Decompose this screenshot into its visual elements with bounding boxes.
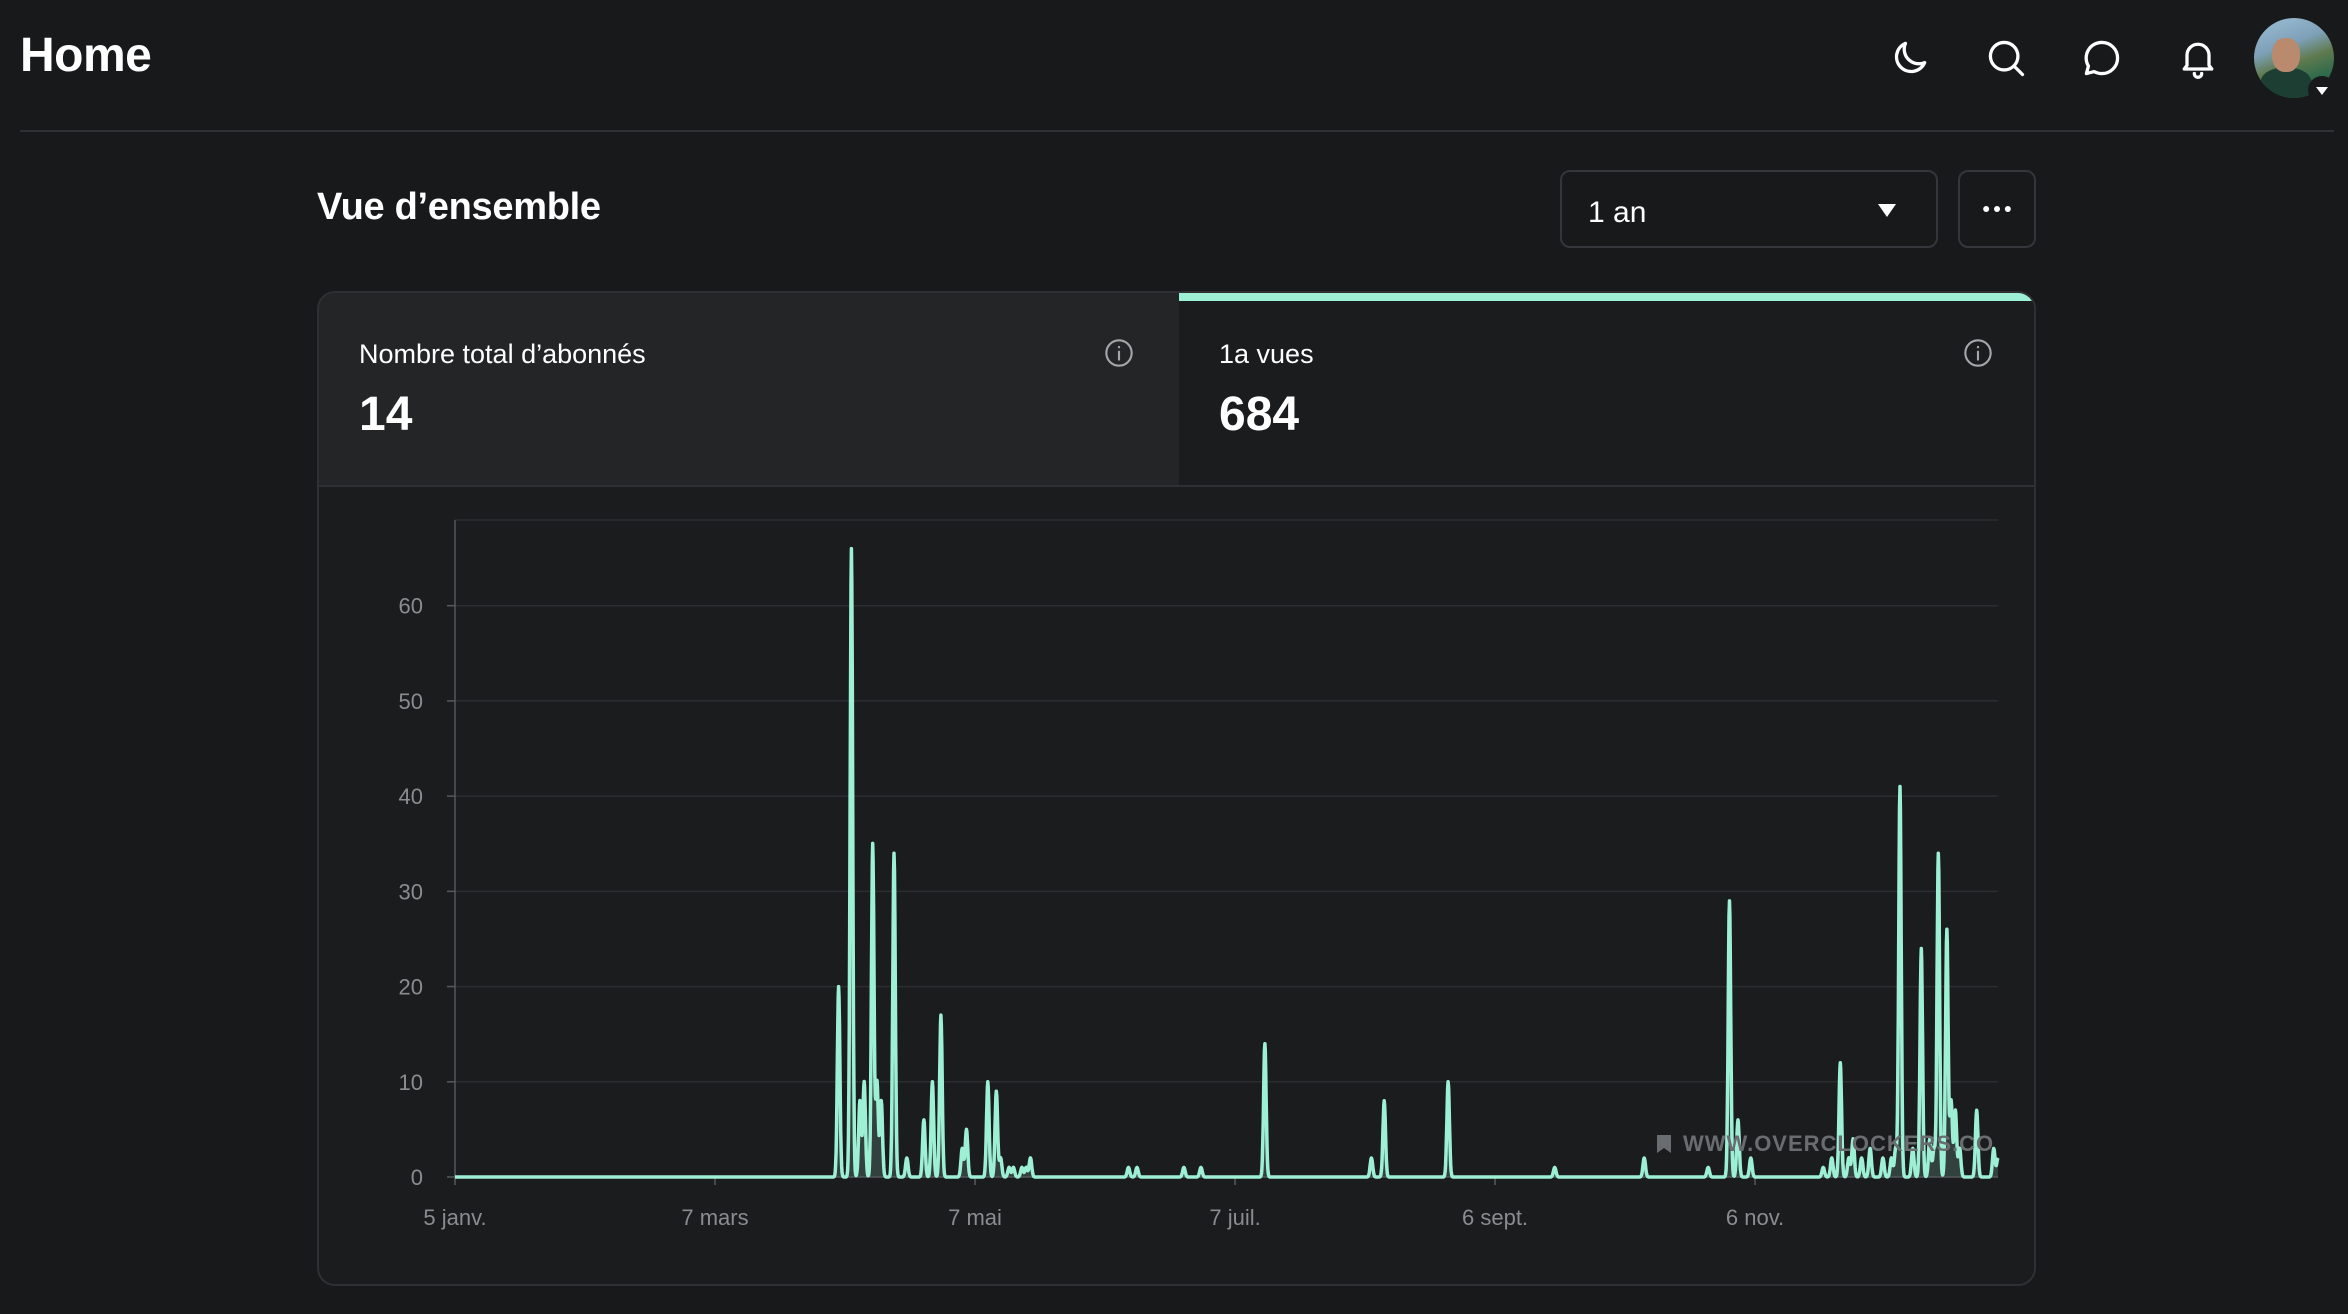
y-tick-label: 10 bbox=[399, 1070, 423, 1095]
data-point bbox=[1936, 851, 1940, 855]
x-tick-label: 7 juil. bbox=[1209, 1205, 1260, 1230]
data-point bbox=[1263, 1042, 1267, 1046]
data-point bbox=[1975, 1108, 1979, 1112]
y-tick-label: 50 bbox=[399, 689, 423, 714]
caret-down-icon bbox=[1878, 204, 1896, 217]
data-point bbox=[1182, 1165, 1186, 1169]
x-tick-label: 6 sept. bbox=[1462, 1205, 1528, 1230]
data-point bbox=[837, 985, 841, 989]
data-point bbox=[849, 547, 853, 551]
data-point bbox=[1642, 1156, 1646, 1160]
tab-views[interactable]: 1a vues 684 bbox=[1179, 293, 2034, 485]
data-point bbox=[905, 1156, 909, 1160]
data-point bbox=[964, 1127, 968, 1131]
data-point bbox=[939, 1013, 943, 1017]
y-tick-label: 60 bbox=[399, 594, 423, 619]
bell-icon[interactable] bbox=[2176, 36, 2220, 80]
more-options-button[interactable] bbox=[1958, 170, 2036, 248]
ellipsis-icon bbox=[1983, 206, 2011, 212]
metric-value: 684 bbox=[1219, 388, 1300, 441]
chevron-down-icon[interactable] bbox=[2308, 76, 2336, 104]
data-point bbox=[1821, 1165, 1825, 1169]
data-point bbox=[1736, 1118, 1740, 1122]
data-point bbox=[1135, 1165, 1139, 1169]
data-point bbox=[879, 1099, 883, 1103]
chart-svg: 0 10 20 30 40 50 60 5 janv. 7 mars 7 mai 7 juil. 6 … bbox=[399, 519, 2000, 1230]
period-select[interactable]: 1 an bbox=[1560, 170, 1938, 248]
data-point bbox=[875, 1080, 879, 1084]
data-point bbox=[1011, 1165, 1015, 1169]
metric-label: 1a vues bbox=[1219, 339, 1314, 369]
overview-card: Nombre total d’abonnés 14 1a vues 684 0 1… bbox=[317, 291, 2036, 1286]
data-point bbox=[994, 1089, 998, 1093]
data-point bbox=[1945, 927, 1949, 931]
data-point bbox=[858, 1099, 862, 1103]
x-tick-label: 5 janv. bbox=[423, 1205, 486, 1230]
x-tick-label: 6 nov. bbox=[1726, 1205, 1784, 1230]
data-point bbox=[1126, 1165, 1130, 1169]
y-tick-label: 0 bbox=[411, 1165, 423, 1190]
moon-icon[interactable] bbox=[1888, 36, 1932, 80]
data-point bbox=[871, 842, 875, 846]
tab-total-subscribers[interactable]: Nombre total d’abonnés 14 bbox=[319, 293, 1179, 485]
y-tick-label: 20 bbox=[399, 975, 423, 1000]
info-icon[interactable] bbox=[1103, 337, 1135, 369]
search-icon[interactable] bbox=[1984, 36, 2028, 80]
header-divider bbox=[20, 130, 2334, 132]
metric-label: Nombre total d’abonnés bbox=[359, 339, 646, 369]
data-point bbox=[922, 1118, 926, 1122]
data-point bbox=[1706, 1165, 1710, 1169]
x-tick-label: 7 mars bbox=[681, 1205, 748, 1230]
data-point bbox=[1020, 1165, 1024, 1169]
data-point bbox=[1024, 1165, 1028, 1169]
data-point bbox=[1996, 1156, 2000, 1160]
data-point bbox=[1199, 1165, 1203, 1169]
top-bar: Home bbox=[0, 0, 2348, 130]
views-chart: 0 10 20 30 40 50 60 5 janv. 7 mars 7 mai 7 juil. 6 … bbox=[319, 487, 2034, 1284]
data-point bbox=[1727, 899, 1731, 903]
metric-value: 14 bbox=[359, 388, 413, 441]
y-tick-label: 40 bbox=[399, 784, 423, 809]
data-point bbox=[1369, 1156, 1373, 1160]
series-area bbox=[455, 548, 1998, 1177]
data-point bbox=[1953, 1108, 1957, 1112]
watermark: WWW.OVERCLOCKERS.CO bbox=[1657, 1131, 1994, 1157]
data-point bbox=[930, 1080, 934, 1084]
y-tick-label: 30 bbox=[399, 879, 423, 904]
data-point bbox=[1898, 785, 1902, 789]
data-point bbox=[1838, 1061, 1842, 1065]
data-point bbox=[960, 1146, 964, 1150]
data-point bbox=[892, 851, 896, 855]
data-point bbox=[1949, 1099, 1953, 1103]
active-tab-indicator bbox=[1179, 293, 2034, 301]
chat-icon[interactable] bbox=[2080, 36, 2124, 80]
data-point bbox=[999, 1156, 1003, 1160]
data-point bbox=[862, 1080, 866, 1084]
period-select-value: 1 an bbox=[1588, 196, 1647, 229]
data-point bbox=[1553, 1165, 1557, 1169]
series-line bbox=[453, 546, 2000, 1179]
x-tick-label: 7 mai bbox=[948, 1205, 1002, 1230]
data-point bbox=[1007, 1165, 1011, 1169]
data-point bbox=[1919, 946, 1923, 950]
data-point bbox=[1028, 1156, 1032, 1160]
info-icon[interactable] bbox=[1962, 337, 1994, 369]
data-point bbox=[1446, 1080, 1450, 1084]
section-title: Vue d’ensemble bbox=[317, 186, 601, 228]
tab-divider bbox=[319, 485, 2034, 487]
data-point bbox=[1382, 1099, 1386, 1103]
page-title: Home bbox=[20, 29, 152, 82]
data-point bbox=[986, 1080, 990, 1084]
